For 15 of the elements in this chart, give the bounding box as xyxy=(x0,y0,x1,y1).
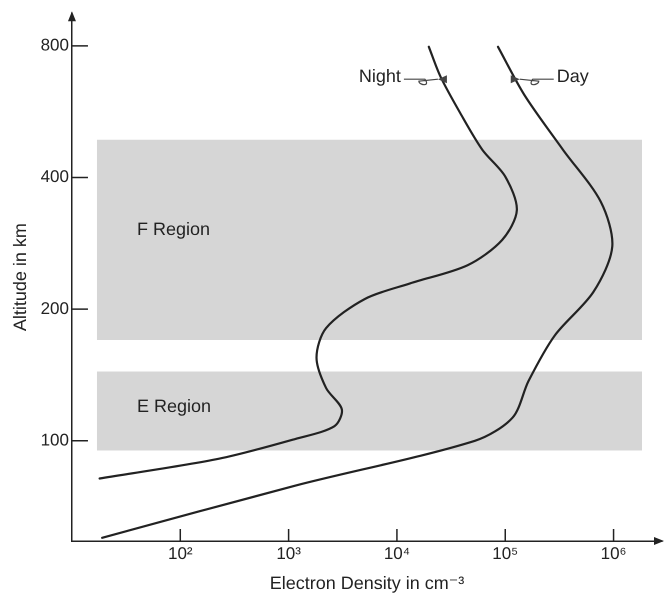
x-tick-label: 10⁶ xyxy=(600,544,627,563)
y-tick-label: 200 xyxy=(40,298,69,318)
series-label: Day xyxy=(556,66,589,86)
series-label: Night xyxy=(358,66,401,86)
x-tick-label: 10² xyxy=(168,544,193,563)
x-axis-title: Electron Density in cm⁻³ xyxy=(270,573,464,594)
x-tick-label: 10⁵ xyxy=(492,544,518,563)
x-tick-label: 10³ xyxy=(276,544,302,563)
band-label: F Region xyxy=(136,218,210,239)
y-tick-label: 100 xyxy=(40,430,69,450)
x-tick-label: 10⁴ xyxy=(384,544,410,563)
y-tick-label: 400 xyxy=(40,167,69,186)
y-tick-label: 800 xyxy=(40,36,69,55)
y-axis-title: Altitude in km xyxy=(10,223,30,332)
band-label: E Region xyxy=(136,396,212,416)
